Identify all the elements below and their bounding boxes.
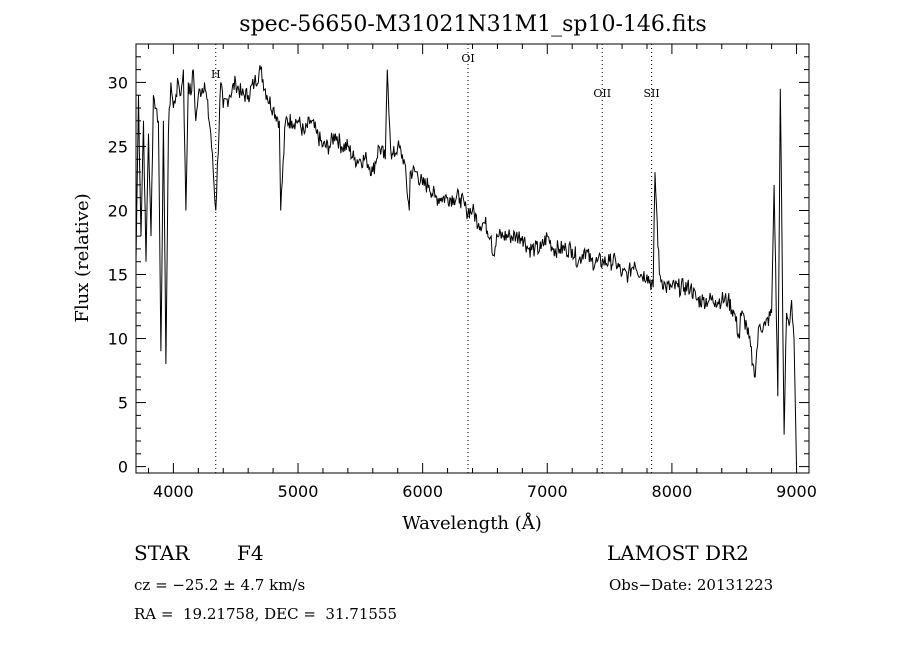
y-tick-label: 10 — [108, 330, 128, 349]
y-tick-label: 20 — [108, 201, 128, 220]
line-label-sii: SII — [643, 87, 659, 100]
spectral-line-markers: H OI OII SII — [211, 44, 660, 473]
y-tick-label: 0 — [118, 458, 128, 477]
x-tick-label: 4000 — [153, 482, 194, 501]
x-tick-label: 8000 — [652, 482, 693, 501]
observation-date: Obs−Date: 20131223 — [609, 576, 774, 594]
coordinates: RA = 19.21758, DEC = 31.71555 — [134, 605, 398, 623]
x-tick-label: 9000 — [776, 482, 817, 501]
axis-ticks: 4000 5000 6000 7000 8000 9000 0 5 10 15 20 25 30 — [108, 44, 817, 501]
x-tick-label: 6000 — [402, 482, 443, 501]
x-axis-label: Wavelength (Å) — [402, 512, 542, 534]
line-label-oi: OI — [461, 52, 474, 65]
line-label-h: H — [211, 68, 221, 81]
y-tick-label: 30 — [108, 73, 128, 92]
object-type: STAR — [134, 541, 190, 565]
line-label-oii: OII — [593, 87, 611, 100]
plot-frame — [135, 43, 810, 474]
redshift-value: cz = −25.2 ± 4.7 km/s — [134, 576, 306, 594]
y-tick-label: 5 — [118, 394, 128, 413]
survey-name: LAMOST DR2 — [607, 541, 749, 565]
spectrum-line — [135, 65, 797, 467]
subclass: F4 — [237, 541, 264, 565]
x-tick-label: 7000 — [527, 482, 568, 501]
chart-title: spec-56650-M31021N31M1_sp10-146.fits — [239, 12, 706, 37]
y-tick-label: 25 — [108, 137, 128, 156]
y-tick-label: 15 — [108, 266, 128, 285]
x-tick-label: 5000 — [278, 482, 319, 501]
y-axis-label: Flux (relative) — [72, 193, 93, 322]
